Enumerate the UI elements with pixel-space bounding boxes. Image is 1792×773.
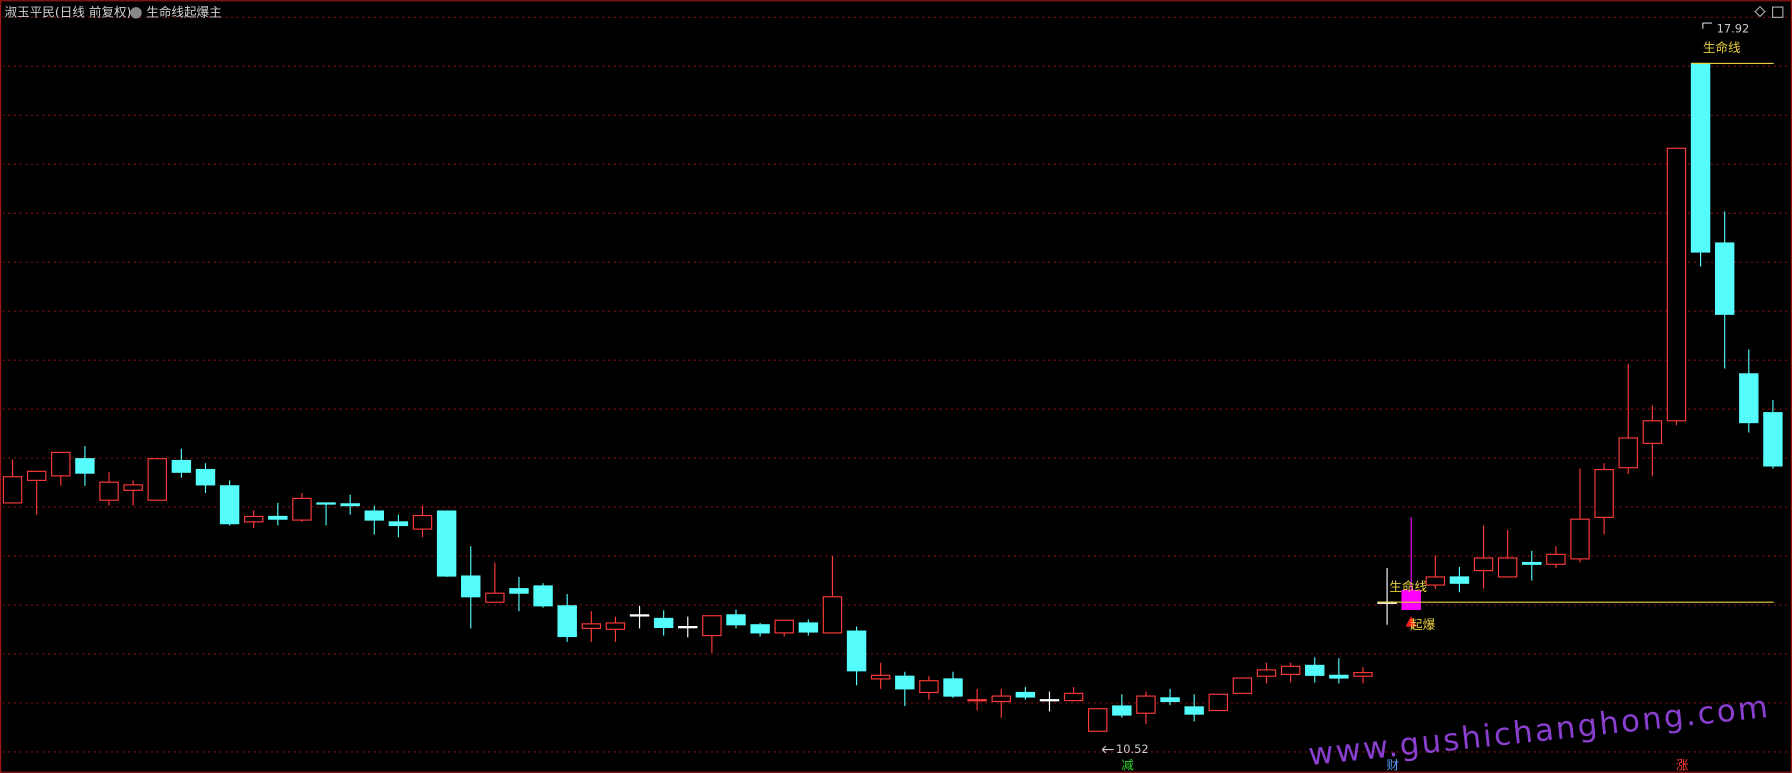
min-arrow [1101, 745, 1114, 754]
candle-body [581, 623, 602, 629]
level-label: 生命线 [1703, 40, 1741, 55]
candle-body [919, 680, 939, 694]
candle-body [1353, 672, 1373, 677]
candle-body [1256, 669, 1277, 677]
candle-body [1642, 420, 1663, 444]
candle-body [436, 510, 457, 577]
candle-body [605, 622, 626, 630]
candle-body [653, 617, 674, 629]
candle-body [243, 515, 264, 523]
candle-body [340, 503, 360, 507]
candle-body [1570, 518, 1590, 560]
indicator-name: 生命线起爆主 [146, 4, 221, 19]
toolbar-icon[interactable] [1771, 6, 1784, 18]
candle-body [798, 622, 819, 633]
candle-body [1594, 468, 1614, 518]
candle-body [1425, 576, 1446, 586]
candle-body [412, 514, 433, 530]
candle-body [292, 497, 312, 521]
candle-body [943, 678, 963, 697]
candle-body [1305, 664, 1325, 676]
candle-body [1522, 561, 1542, 565]
stock-title: 淑玉平民(日线 前复权) [5, 4, 132, 19]
candle-body [388, 521, 409, 527]
candle-body [822, 596, 843, 634]
bottom-marker: 减 [1121, 757, 1134, 772]
candle-body [268, 515, 288, 520]
candle-body [726, 614, 746, 626]
candle-body [99, 481, 119, 501]
candle-body [147, 458, 167, 501]
candle-body [1473, 557, 1494, 572]
candle-body [1497, 557, 1518, 578]
candle-body [1449, 576, 1470, 584]
candle-body [1015, 691, 1036, 698]
candle-body [1714, 242, 1735, 315]
max-arrow [1702, 22, 1712, 29]
candle-body [195, 468, 216, 486]
candle-body [1039, 699, 1060, 702]
candle-body [895, 675, 915, 690]
grid [2, 16, 1790, 753]
candle-body [485, 592, 505, 603]
candle-body [774, 619, 794, 634]
candle-body [1136, 695, 1156, 714]
candle-body [2, 476, 23, 504]
candle-body [870, 674, 891, 680]
candle-body [702, 615, 722, 637]
candle-body [629, 614, 650, 617]
candle-body [509, 588, 529, 594]
candle-body [1232, 677, 1253, 694]
candle-body [750, 624, 770, 634]
candle-body [219, 485, 240, 525]
candle-body [991, 695, 1011, 703]
candle-body [26, 470, 47, 481]
candle-body [1690, 62, 1711, 253]
candle-body [1087, 708, 1108, 732]
candle-body [461, 575, 481, 598]
bottom-marker: 涨 [1676, 757, 1689, 772]
candle-body [1329, 674, 1349, 679]
candle-body [1063, 692, 1084, 702]
candle-body [75, 458, 95, 474]
candle-body [557, 605, 577, 638]
candle-body [1666, 147, 1687, 422]
candle-body [364, 510, 384, 521]
candle-body [171, 459, 192, 473]
signal-arrow [1405, 616, 1417, 627]
candle-body [316, 502, 336, 505]
candle-body [1160, 697, 1180, 703]
max-label: 17.92 [1717, 21, 1750, 35]
candle-body [967, 699, 987, 702]
toolbar-icon[interactable] [1754, 5, 1766, 18]
candle-body [1184, 706, 1204, 715]
bottom-marker: 财 [1387, 757, 1400, 772]
candle-body [1280, 665, 1301, 675]
candle-body [51, 451, 71, 477]
candle-body [1618, 437, 1638, 469]
indicator-icon [130, 7, 142, 19]
candle-body [123, 484, 143, 491]
signal-label: 起爆 [1410, 617, 1436, 632]
candle-body [846, 630, 867, 672]
candle-body [1401, 589, 1421, 610]
candle-body [1739, 373, 1759, 424]
candle-body [678, 626, 698, 629]
candle-body [1763, 412, 1783, 467]
candle-body [1546, 553, 1566, 565]
candle-body [1112, 705, 1132, 716]
candle-body [1208, 693, 1228, 712]
level-label: 生命线 [1389, 579, 1427, 594]
candle-body [533, 585, 553, 607]
min-label: 10.52 [1116, 742, 1149, 756]
